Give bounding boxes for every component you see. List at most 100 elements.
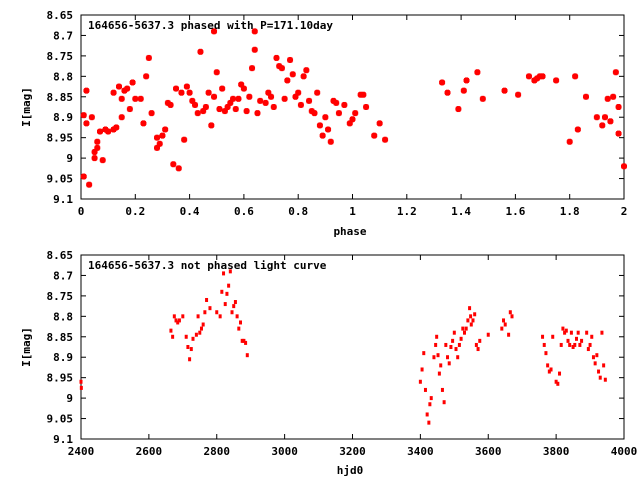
data-point [541, 334, 545, 339]
data-point [612, 69, 619, 76]
data-point [456, 355, 460, 360]
data-point [544, 351, 548, 356]
unphased-x-tick-label: 3200 [339, 445, 366, 458]
data-point [197, 48, 204, 55]
data-point [281, 95, 288, 102]
data-point [325, 126, 332, 133]
data-point [221, 108, 228, 115]
data-point [590, 334, 594, 339]
data-point [580, 338, 584, 343]
data-point [335, 110, 342, 117]
data-point [476, 347, 480, 352]
data-point [363, 104, 370, 110]
unphased-y-tick-label: 8.8 [53, 310, 73, 323]
data-point [469, 322, 473, 327]
unphased-x-tick-label: 3400 [407, 445, 434, 458]
data-point [531, 77, 538, 84]
data-point [474, 69, 481, 76]
data-point [586, 347, 590, 352]
data-point [568, 342, 572, 347]
data-point [473, 312, 477, 317]
data-point [463, 77, 470, 84]
data-point [478, 338, 482, 343]
phased-x-tick-label: 0 [78, 205, 85, 218]
data-point [503, 322, 507, 327]
data-point [116, 83, 123, 90]
data-point [446, 355, 450, 360]
data-point [83, 120, 90, 127]
data-point [171, 334, 175, 339]
data-point [486, 332, 490, 337]
phased-x-tick-label: 1.6 [505, 205, 525, 218]
phased-ticks [80, 14, 625, 200]
data-point [124, 85, 131, 92]
data-point [551, 334, 555, 339]
data-point [457, 342, 461, 347]
data-point [223, 302, 227, 307]
data-point [371, 132, 378, 139]
data-point [428, 402, 432, 407]
data-point [602, 363, 606, 368]
data-point [610, 93, 617, 100]
data-point [244, 340, 248, 345]
data-point [440, 387, 444, 392]
data-point [273, 54, 280, 61]
phased-x-tick-label: 0.6 [234, 205, 254, 218]
data-point [601, 114, 608, 121]
data-point [167, 101, 174, 108]
data-point [102, 126, 109, 133]
data-point [593, 361, 597, 366]
data-point [80, 112, 87, 119]
data-point [429, 396, 433, 401]
data-point [600, 330, 604, 335]
data-point [79, 385, 83, 390]
data-point [561, 326, 565, 331]
data-point [181, 314, 185, 319]
data-point [83, 87, 90, 94]
data-point [268, 93, 275, 100]
data-point [240, 85, 247, 92]
phased-data-points [80, 28, 627, 188]
data-point [462, 330, 466, 335]
data-point [573, 342, 577, 347]
phased-y-tick-label: 8.7 [53, 29, 73, 42]
data-point [382, 136, 389, 143]
data-point [196, 314, 200, 319]
data-point [593, 114, 600, 121]
data-point [588, 342, 592, 347]
data-point [432, 355, 436, 360]
data-point [578, 342, 582, 347]
data-point [148, 110, 155, 117]
data-point [418, 379, 422, 384]
data-point [464, 326, 468, 331]
phased-x-axis-label: phase [333, 225, 366, 238]
data-point [547, 369, 551, 374]
data-point [444, 342, 448, 347]
phased-x-tick-label: 1.2 [397, 205, 417, 218]
unphased-y-tick-label: 9.05 [47, 413, 74, 426]
data-point [439, 79, 446, 86]
data-point [113, 124, 120, 131]
phased-x-tick-label: 0.8 [288, 205, 308, 218]
data-point [427, 420, 431, 425]
data-point [314, 89, 321, 96]
data-point [145, 54, 152, 61]
data-point [449, 345, 453, 349]
data-point [184, 334, 188, 339]
data-point [422, 351, 426, 356]
data-point [137, 95, 144, 102]
data-point [154, 144, 161, 151]
data-point [437, 371, 441, 376]
data-point [439, 363, 443, 368]
data-point [556, 381, 560, 386]
data-point [574, 126, 581, 133]
data-point [270, 104, 277, 110]
unphased-y-tick-label: 8.75 [47, 290, 74, 303]
unphased-x-tick-labels: 2400 2600 2800 3000 3200 3400 3600 3800 4000 [68, 445, 638, 458]
data-point [203, 310, 207, 315]
data-point [308, 108, 315, 115]
data-point [311, 110, 318, 117]
data-point [574, 336, 578, 341]
data-point [434, 342, 438, 347]
data-point [585, 330, 589, 335]
